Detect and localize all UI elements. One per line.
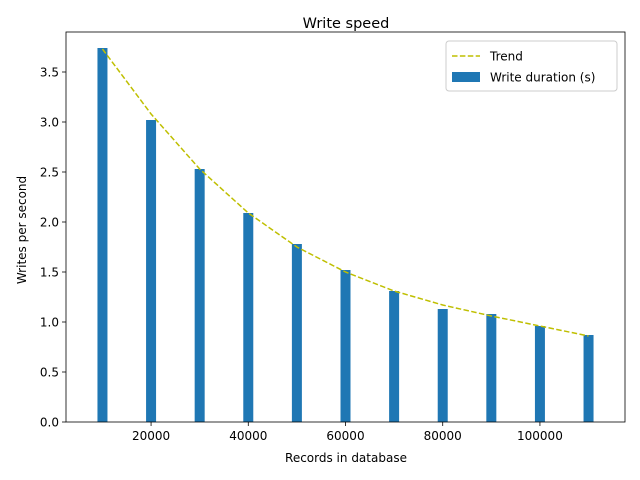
y-tick-label-1.5: 1.5 (40, 266, 59, 280)
bar-30000 (194, 169, 205, 422)
legend-bar-label: Write duration (s) (490, 71, 595, 85)
x-axis-label: Records in database (285, 451, 407, 465)
y-tick-label-2: 2.0 (40, 216, 59, 230)
y-tick-label-0.5: 0.5 (40, 366, 59, 380)
x-tick-label-60000: 60000 (326, 429, 364, 443)
bar-60000 (340, 270, 351, 422)
legend-trend-label: Trend (489, 50, 523, 64)
y-axis-label: Writes per second (15, 176, 29, 284)
bar-80000 (437, 309, 448, 422)
trend-line (101, 48, 589, 337)
x-tick-label-80000: 80000 (424, 429, 462, 443)
bar-50000 (291, 244, 302, 422)
bar-90000 (486, 314, 497, 422)
legend-bar-swatch (452, 72, 480, 82)
y-tick-label-1: 1.0 (40, 316, 59, 330)
legend: Trend Write duration (s) (445, 40, 618, 92)
y-tick-label-0: 0.0 (40, 416, 59, 430)
plot-area: 20000 40000 60000 80000 100000 0.0 0.5 1.0 1.5 2.… (40, 31, 626, 443)
bar-100000 (534, 326, 545, 422)
x-tick-label-20000: 20000 (132, 429, 170, 443)
y-tick-label-2.5: 2.5 (40, 166, 59, 180)
bar-40000 (243, 213, 254, 422)
bar-20000 (146, 120, 157, 422)
y-tick-label-3: 3.0 (40, 116, 59, 130)
legend-box (445, 40, 618, 92)
bar-110000 (583, 335, 594, 422)
bar-10000 (97, 48, 108, 422)
chart-title: Write speed (303, 16, 390, 32)
bar-70000 (389, 291, 400, 422)
y-tick-label-3.5: 3.5 (40, 66, 59, 80)
x-tick-label-100000: 100000 (517, 429, 563, 443)
x-tick-label-40000: 40000 (229, 429, 267, 443)
